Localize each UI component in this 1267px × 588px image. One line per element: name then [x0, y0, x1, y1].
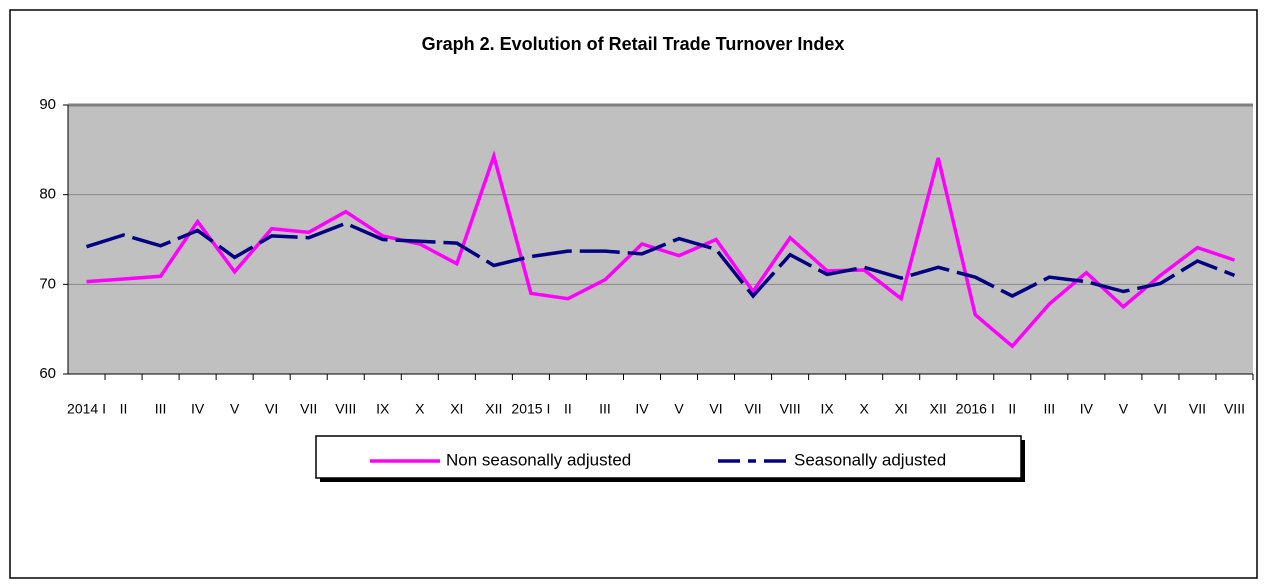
- series-line: [86, 150, 1236, 349]
- x-tick-label: X: [415, 401, 425, 417]
- x-tick-label: X: [860, 401, 870, 417]
- x-tick-label: IX: [376, 401, 390, 417]
- x-tick-label: III: [155, 401, 167, 417]
- y-tick-label: 70: [39, 275, 56, 292]
- x-tick-label: 2015 I: [511, 401, 550, 417]
- x-tick-label: VII: [1189, 401, 1206, 417]
- x-tick-label: III: [1043, 401, 1055, 417]
- plot-area: [68, 105, 1253, 374]
- x-tick-label: IV: [191, 401, 205, 417]
- x-tick-label: 2014 I: [67, 401, 106, 417]
- x-tick-label: V: [230, 401, 240, 417]
- x-tick-label: VIII: [335, 401, 356, 417]
- x-tick-label: II: [1008, 401, 1016, 417]
- x-tick-label: VI: [1154, 401, 1167, 417]
- x-tick-label: VIII: [1224, 401, 1245, 417]
- x-tick-label: IV: [635, 401, 649, 417]
- x-tick-label: III: [599, 401, 611, 417]
- x-tick-label: XI: [895, 401, 908, 417]
- legend-label: Seasonally adjusted: [794, 450, 946, 469]
- x-tick-label: XI: [450, 401, 463, 417]
- x-tick-label: II: [564, 401, 572, 417]
- x-tick-label: IV: [1080, 401, 1094, 417]
- x-tick-label: II: [120, 401, 128, 417]
- x-tick-label: IX: [821, 401, 835, 417]
- x-tick-label: 2016 I: [956, 401, 995, 417]
- x-tick-label: VIII: [780, 401, 801, 417]
- x-tick-label: VII: [745, 401, 762, 417]
- x-tick-label: VI: [265, 401, 278, 417]
- legend-label: Non seasonally adjusted: [446, 450, 631, 469]
- x-tick-label: VII: [300, 401, 317, 417]
- chart-title: Graph 2. Evolution of Retail Trade Turno…: [422, 34, 845, 54]
- x-tick-label: V: [1119, 401, 1129, 417]
- y-tick-label: 60: [39, 365, 56, 382]
- legend-box: [315, 435, 1022, 479]
- y-tick-label: 80: [39, 186, 56, 203]
- x-tick-label: V: [674, 401, 684, 417]
- x-tick-label: VI: [709, 401, 722, 417]
- x-tick-label: XII: [485, 401, 502, 417]
- y-tick-label: 90: [39, 96, 56, 113]
- x-tick-label: XII: [930, 401, 947, 417]
- series-line: [85, 221, 1236, 299]
